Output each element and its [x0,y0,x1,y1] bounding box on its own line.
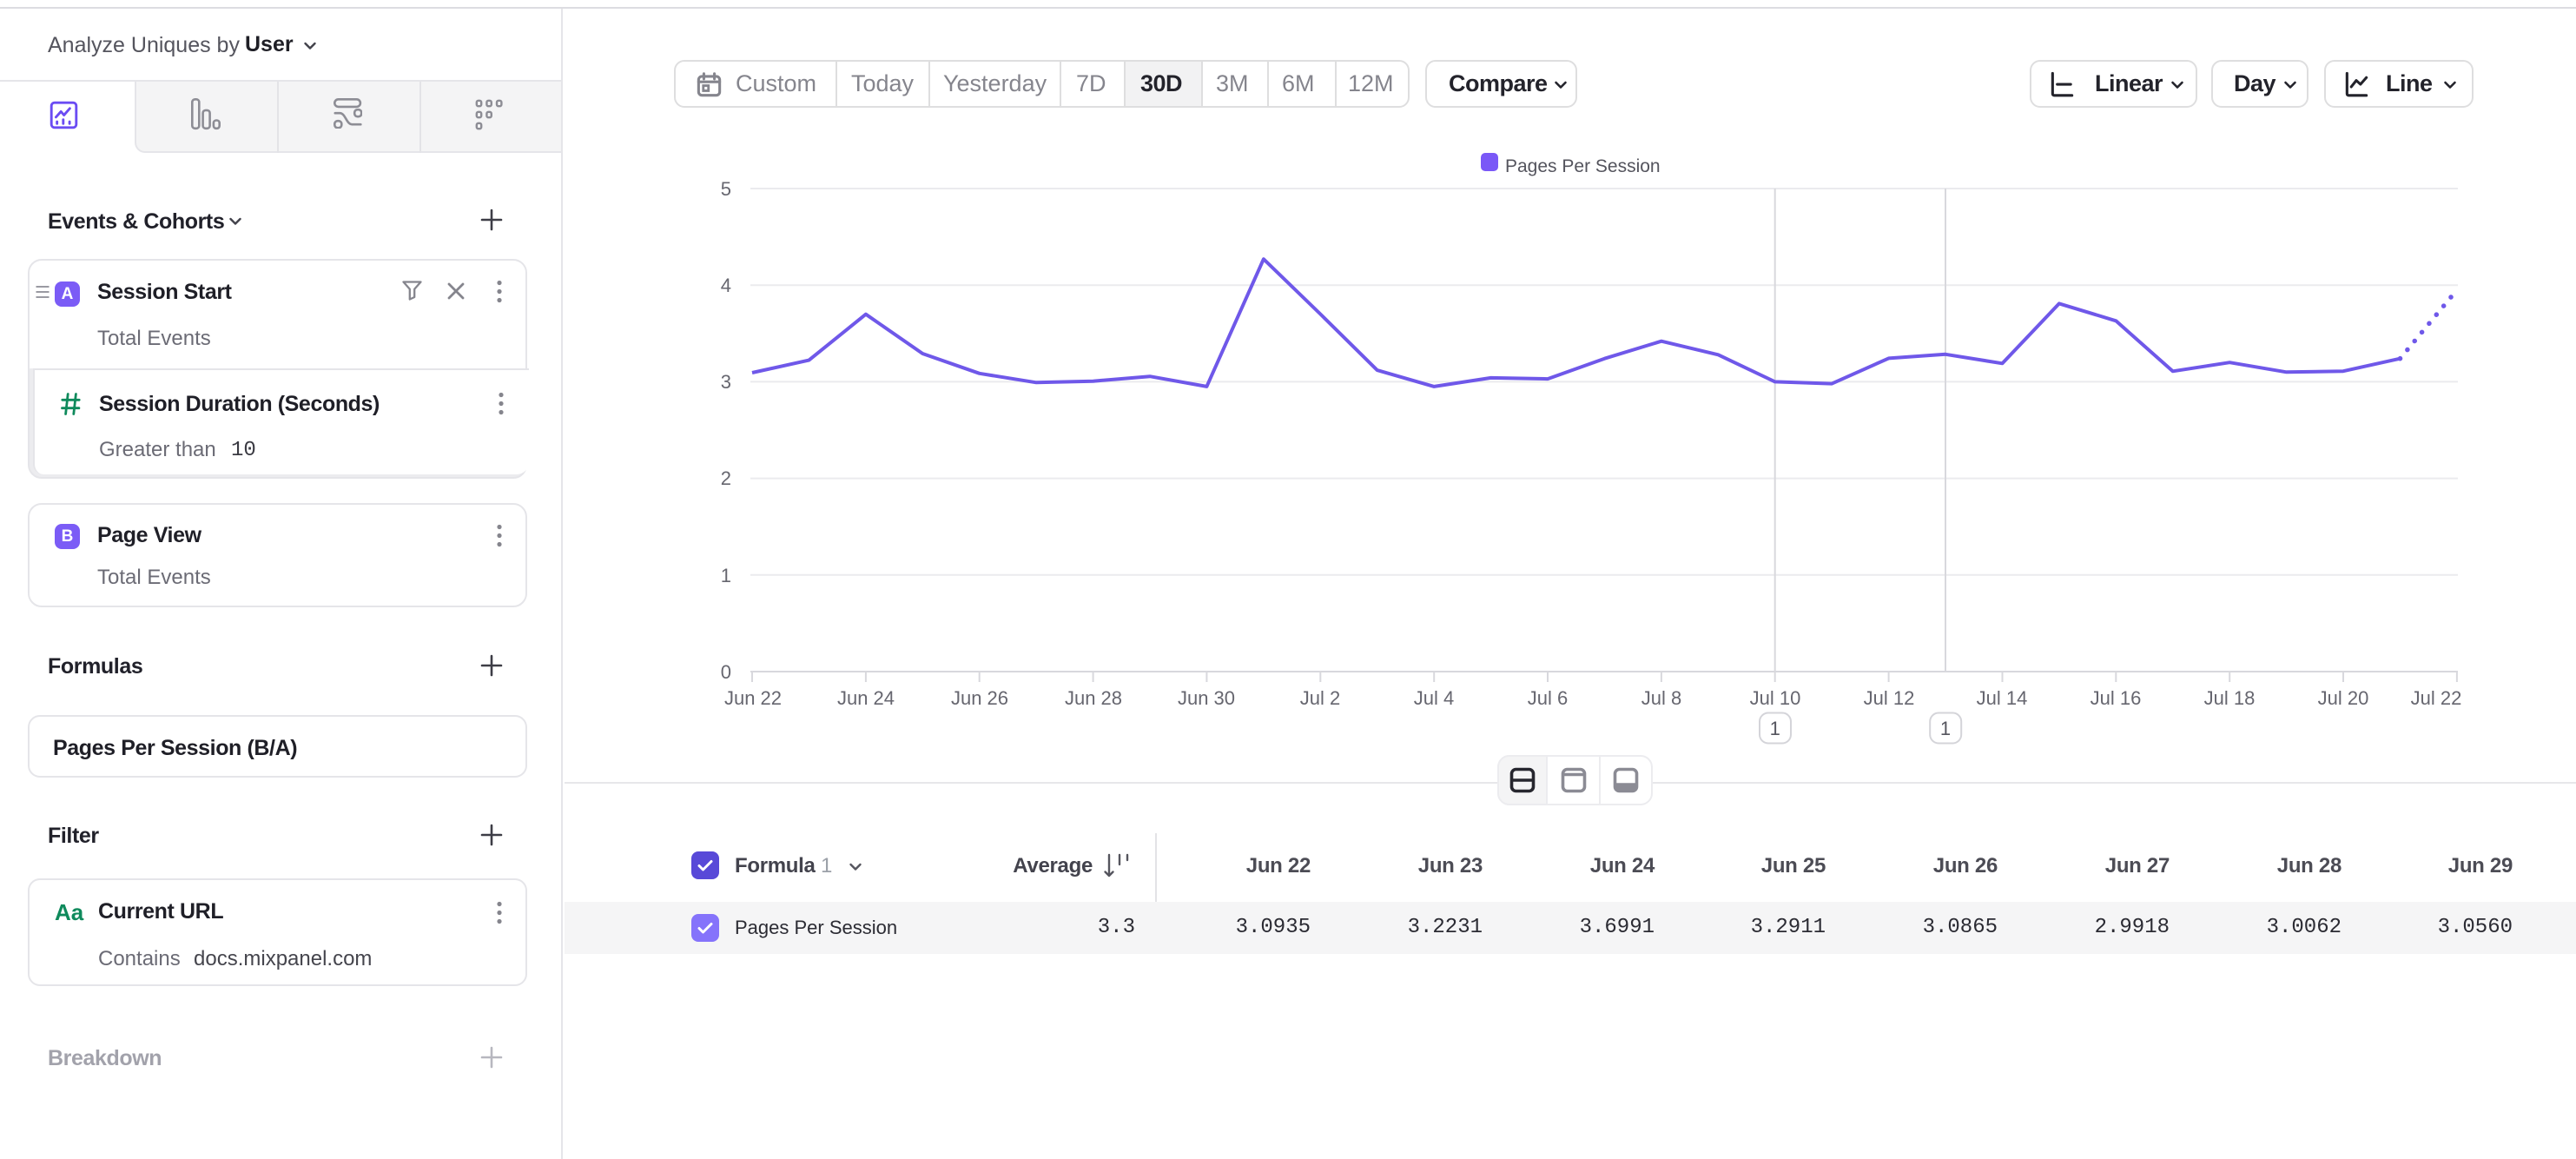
svg-text:3: 3 [721,371,731,393]
svg-text:Jul 20: Jul 20 [2318,687,2369,709]
svg-text:Jul 12: Jul 12 [1864,687,1915,709]
svg-text:Jun 30: Jun 30 [1178,687,1235,709]
svg-text:Jul 2: Jul 2 [1300,687,1340,709]
svg-text:Jul 8: Jul 8 [1641,687,1681,709]
svg-text:Jun 26: Jun 26 [951,687,1008,709]
svg-text:5: 5 [721,178,731,200]
svg-text:Jun 22: Jun 22 [724,687,782,709]
svg-text:Jul 14: Jul 14 [1977,687,2028,709]
svg-text:Jul 18: Jul 18 [2204,687,2256,709]
svg-text:1: 1 [1940,718,1951,739]
svg-text:Jul 22: Jul 22 [2411,687,2462,709]
svg-text:4: 4 [721,275,731,296]
svg-text:1: 1 [721,565,731,586]
svg-text:Jul 4: Jul 4 [1414,687,1454,709]
svg-text:1: 1 [1770,718,1780,739]
svg-text:Jul 6: Jul 6 [1528,687,1568,709]
svg-text:Jun 28: Jun 28 [1065,687,1122,709]
svg-text:Jun 24: Jun 24 [837,687,895,709]
svg-text:2: 2 [721,467,731,489]
svg-text:Jul 10: Jul 10 [1750,687,1801,709]
svg-text:0: 0 [721,661,731,683]
svg-text:Jul 16: Jul 16 [2091,687,2142,709]
svg-text:Pages Per Session: Pages Per Session [1505,156,1661,176]
